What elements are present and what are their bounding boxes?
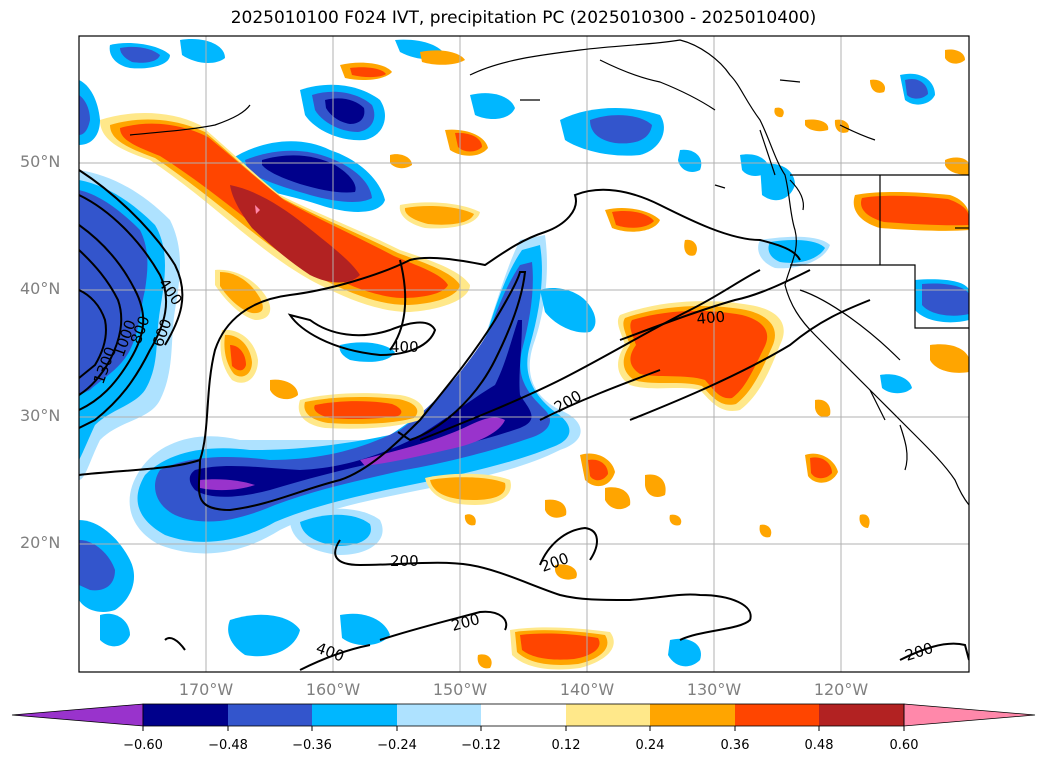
lon-label: 120°W: [813, 680, 869, 699]
plot-frame: [78, 35, 970, 673]
colorbar-tick-label: 0.48: [804, 738, 834, 753]
lon-label: 130°W: [686, 680, 742, 699]
colorbar-tick-label: 0.36: [720, 738, 750, 753]
lon-label: 170°W: [178, 680, 234, 699]
contour-label: 400: [390, 338, 419, 356]
colorbar-tick-label: −0.60: [123, 738, 163, 753]
colorbar-tick-label: 0.24: [635, 738, 665, 753]
graticule: [79, 36, 969, 672]
political-borders: [790, 174, 969, 361]
lon-label: 150°W: [432, 680, 488, 699]
colorbar-tick-label: −0.36: [292, 738, 332, 753]
lat-label: 30°N: [20, 406, 61, 425]
colorbar-tick-label: 0.60: [889, 738, 919, 753]
lat-label: 20°N: [20, 533, 61, 552]
colorbar-tick-label: −0.48: [208, 738, 248, 753]
lon-label: 160°W: [305, 680, 361, 699]
lat-label: 50°N: [20, 152, 61, 171]
contour-label: 200: [390, 552, 419, 570]
coastlines: [129, 39, 969, 506]
colorbar: [11, 703, 1036, 731]
colorbar-tick-label: −0.24: [377, 738, 417, 753]
map-title: 2025010100 F024 IVT, precipitation PC (2…: [230, 8, 817, 28]
lon-label: 140°W: [559, 680, 615, 699]
lat-label: 40°N: [20, 279, 61, 298]
contour-label: 400: [696, 308, 726, 328]
colorbar-tick-label: 0.12: [551, 738, 581, 753]
ivt-contours: [79, 169, 969, 671]
colorbar-tick-label: −0.12: [461, 738, 501, 753]
